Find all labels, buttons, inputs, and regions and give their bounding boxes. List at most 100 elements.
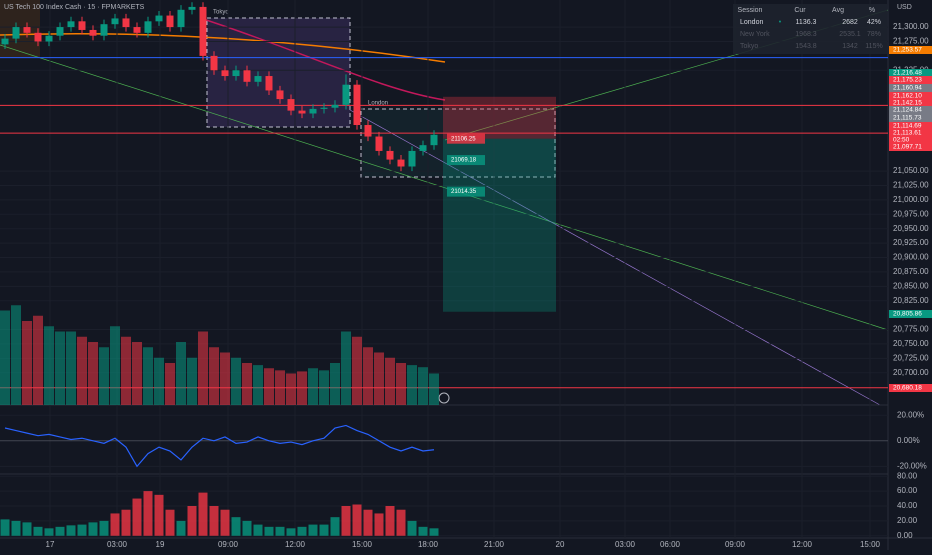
candle-body xyxy=(232,70,240,77)
x-tick-label: 06:00 xyxy=(660,540,681,549)
scroll-button[interactable] xyxy=(438,392,450,404)
price-tag-label: 21,175.23 xyxy=(893,77,922,84)
candle-body xyxy=(12,27,20,39)
volume-bar xyxy=(55,331,65,405)
price-tag xyxy=(889,106,932,114)
x-tick-label: 15:00 xyxy=(352,540,373,549)
volume-bar xyxy=(319,370,329,405)
table-cell: 42% xyxy=(867,19,881,26)
histogram-bar xyxy=(0,519,10,536)
histogram-bar xyxy=(407,520,417,536)
volume-bar xyxy=(187,357,197,405)
price-tag xyxy=(889,136,932,144)
histogram-bar xyxy=(363,509,373,536)
histogram-bar xyxy=(143,491,153,536)
price-tag-label: 21,115.73 xyxy=(893,115,922,122)
candle-body xyxy=(254,76,262,82)
histogram-bar xyxy=(198,492,208,536)
price-label-box xyxy=(447,155,485,166)
table-cell: 1543.8 xyxy=(795,43,817,50)
y-tick-label: 21,275.00 xyxy=(893,37,929,46)
volume-bar xyxy=(286,373,296,405)
y-tick-label: 20,900.00 xyxy=(893,253,929,262)
histogram-bar xyxy=(253,524,263,536)
candle-body xyxy=(100,24,108,36)
volume-bar xyxy=(231,357,241,405)
x-tick-label: 19 xyxy=(156,540,165,549)
candle-body xyxy=(430,134,438,146)
x-tick-label: 03:00 xyxy=(615,540,636,549)
table-cell: Tokyo xyxy=(740,43,758,50)
price-tag-label: 02:50 xyxy=(893,137,910,144)
volume-bar xyxy=(22,321,32,405)
volume-bar xyxy=(308,368,318,405)
candle-body xyxy=(265,76,273,91)
session-box xyxy=(0,0,40,58)
volume-bar xyxy=(66,331,76,405)
histogram-bar xyxy=(352,504,362,536)
y-tick-label: 60.00 xyxy=(897,486,918,495)
x-tick-label: 09:00 xyxy=(218,540,239,549)
price-tag-label: 20,680.18 xyxy=(893,385,922,392)
candle-body xyxy=(89,29,97,36)
candle-body xyxy=(23,27,31,33)
y-tick-label: 20,825.00 xyxy=(893,296,929,305)
y-tick-label: 20,975.00 xyxy=(893,209,929,218)
candle-body xyxy=(111,18,119,25)
volume-bar xyxy=(407,365,417,405)
y-tick-label: 20,700.00 xyxy=(893,368,929,377)
price-tag xyxy=(889,122,932,130)
y-tick-label: 21,300.00 xyxy=(893,22,929,31)
table-cell: 2682 xyxy=(842,19,858,26)
volume-bar xyxy=(341,331,351,405)
price-tag-label: 20,805.86 xyxy=(893,311,922,318)
table-cell: 1342 xyxy=(842,43,858,50)
price-tag xyxy=(889,114,932,122)
table-cell: London xyxy=(740,19,763,26)
volume-bar xyxy=(352,336,362,405)
price-tag-label: 21,216.48 xyxy=(893,70,922,77)
volume-bar xyxy=(264,368,274,405)
candle-body xyxy=(287,99,295,111)
candle-body xyxy=(166,15,174,28)
histogram-bar xyxy=(132,498,142,536)
y-tick-label: 21,050.00 xyxy=(893,166,929,175)
candle-body xyxy=(56,27,64,36)
price-tag-label: 21,113.61 xyxy=(893,130,922,137)
histogram-bar xyxy=(44,528,54,536)
volume-bar xyxy=(165,363,175,405)
table-cell: 1136.3 xyxy=(796,19,817,26)
candle-body xyxy=(386,150,394,160)
stop-zone xyxy=(443,96,556,139)
target-zone xyxy=(443,138,556,312)
y-tick-label: 20,925.00 xyxy=(893,238,929,247)
x-tick-label: 18:00 xyxy=(418,540,439,549)
volume-bar xyxy=(220,352,230,405)
table-cell: 115% xyxy=(865,43,882,50)
candle-body xyxy=(144,21,152,33)
price-tag xyxy=(889,99,932,107)
price-tag xyxy=(889,92,932,100)
currency: USD xyxy=(897,4,912,11)
volume-bar xyxy=(275,370,285,405)
volume-bar xyxy=(11,305,21,405)
histogram-bar xyxy=(88,522,98,536)
y-tick-label: 40.00 xyxy=(897,501,918,510)
candle-body xyxy=(331,104,339,108)
table-header: Session xyxy=(738,7,763,14)
candle-body xyxy=(133,27,141,33)
x-tick-label: 15:00 xyxy=(860,540,881,549)
price-tag xyxy=(889,46,932,54)
candle-body xyxy=(298,110,306,114)
candle-body xyxy=(320,107,328,109)
session-label: Tokyo xyxy=(213,10,229,16)
price-tag-label: 21,160.94 xyxy=(893,85,922,92)
table-cell: 1968.3 xyxy=(795,31,817,38)
x-tick-label: 17 xyxy=(46,540,55,549)
volume-bar xyxy=(374,352,384,405)
price-label: 21106.25 xyxy=(451,136,476,142)
candle-body xyxy=(375,136,383,151)
y-tick-label: 21,025.00 xyxy=(893,181,929,190)
candle-body xyxy=(353,84,361,126)
